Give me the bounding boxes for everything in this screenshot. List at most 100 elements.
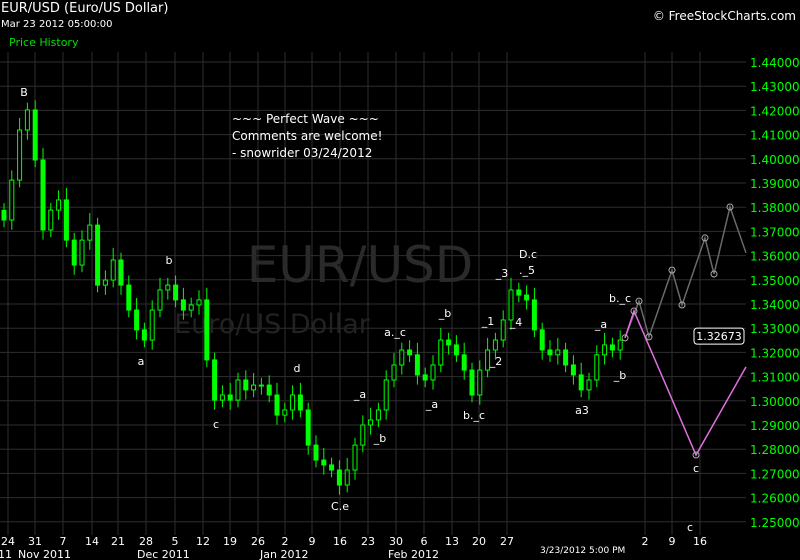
candle-body	[79, 239, 85, 266]
candle-body	[24, 109, 30, 131]
candle-body	[212, 359, 218, 401]
candle-body	[282, 409, 288, 416]
candle-body	[290, 394, 296, 411]
candle-body	[344, 469, 350, 486]
y-tick-label: 1.32000	[750, 346, 800, 360]
x-tick-label: 6	[421, 535, 428, 548]
candle-body	[235, 379, 241, 401]
x-tick-label: 16	[693, 535, 707, 548]
candle-body	[477, 369, 483, 396]
candle-body	[258, 384, 264, 387]
wave-label: a._c	[384, 326, 406, 339]
candle-body	[266, 384, 272, 396]
y-tick-label: 1.34000	[750, 298, 800, 312]
wave-label: _4	[509, 316, 523, 329]
candle-body	[149, 309, 155, 341]
x-tick-label: 23	[361, 535, 375, 548]
candle-body	[71, 239, 77, 266]
x-tick-label: 16	[333, 535, 347, 548]
wave-label: c	[687, 521, 693, 534]
current-price-label: 1.32673	[696, 330, 742, 343]
x-month-label: Dec 2011	[137, 548, 190, 560]
candle-body	[63, 199, 69, 241]
candle-body	[422, 374, 428, 381]
chart-title: EUR/USD (Euro/US Dollar)	[1, 1, 169, 16]
x-tick-label: 27	[500, 535, 514, 548]
candle-body	[305, 409, 311, 446]
candle-body	[173, 284, 179, 301]
x-tick-label: 7	[60, 535, 67, 548]
candle-body	[1, 209, 7, 221]
x-tick-label: 9	[309, 535, 316, 548]
projection-point	[710, 270, 718, 278]
x-tick-label: 26	[251, 535, 265, 548]
candle-body	[469, 369, 475, 396]
wave-label: _b	[373, 432, 387, 445]
candle-body	[196, 299, 202, 306]
cursor-date-label: 3/23/2012 5:00 PM	[540, 546, 625, 556]
projection-point	[701, 234, 709, 242]
y-tick-label: 1.26000	[750, 492, 800, 506]
candle-body	[563, 349, 569, 366]
candle-body	[570, 364, 576, 376]
wave-label: ._5	[519, 264, 535, 277]
x-tick-label: 2	[642, 535, 649, 548]
x-tick-label: 14	[85, 535, 99, 548]
candle-body	[180, 299, 186, 311]
candle-body	[157, 289, 163, 311]
candle-body	[485, 349, 491, 371]
candle-body	[118, 259, 124, 286]
projection-point	[630, 307, 638, 315]
wave-label: _a	[353, 388, 366, 401]
candle-body	[126, 284, 132, 311]
y-tick-label: 1.40000	[750, 153, 800, 167]
candle-body	[368, 419, 374, 426]
annotation-line: - snowrider 03/24/2012	[232, 146, 373, 160]
x-tick-label: 9	[669, 535, 676, 548]
watermark-name: Euro/US Dollar	[174, 309, 371, 340]
series-name[interactable]: Price History	[9, 36, 79, 49]
wave-label: D.c	[519, 248, 537, 261]
candle-body	[602, 344, 608, 356]
projection-line-primary	[624, 204, 747, 340]
candle-body	[313, 444, 319, 461]
x-tick-label: 21	[111, 535, 125, 548]
candle-body	[243, 379, 249, 391]
candle-body	[219, 394, 225, 401]
projection-point	[645, 333, 653, 341]
annotation-line: Comments are welcome!	[232, 129, 383, 143]
wave-label: d	[294, 362, 301, 375]
x-month-label: 2011	[0, 548, 12, 560]
wave-label: _2	[489, 355, 503, 368]
y-tick-label: 1.29000	[750, 419, 800, 433]
candle-body	[321, 459, 327, 466]
candle-body	[336, 469, 342, 486]
y-tick-label: 1.39000	[750, 177, 800, 191]
candle-body	[539, 329, 545, 351]
candle-body	[586, 379, 592, 391]
candle-body	[531, 299, 537, 331]
x-month-label: Nov 2011	[18, 548, 71, 560]
candle-body	[352, 444, 358, 471]
candle-body	[461, 354, 467, 371]
wave-label: a	[138, 355, 145, 368]
candle-body	[95, 224, 101, 286]
candle-body	[134, 309, 140, 331]
projection-point	[635, 297, 643, 305]
candle-body	[9, 179, 15, 221]
x-month-label: Feb 2012	[388, 548, 439, 560]
annotation-line: ~~~ Perfect Wave ~~~	[232, 112, 379, 126]
candle-body	[165, 284, 171, 291]
candle-body	[375, 409, 381, 421]
wave-label: B	[20, 86, 28, 99]
candle-body	[251, 384, 257, 391]
y-tick-label: 1.44000	[750, 56, 800, 70]
wave-label: b._c	[463, 409, 485, 422]
x-tick-label: 28	[139, 535, 153, 548]
candle-body	[110, 259, 116, 281]
projection-point	[678, 301, 686, 309]
x-tick-label: 20	[472, 535, 486, 548]
wave-label: _1	[481, 315, 495, 328]
candle-body	[500, 319, 506, 341]
